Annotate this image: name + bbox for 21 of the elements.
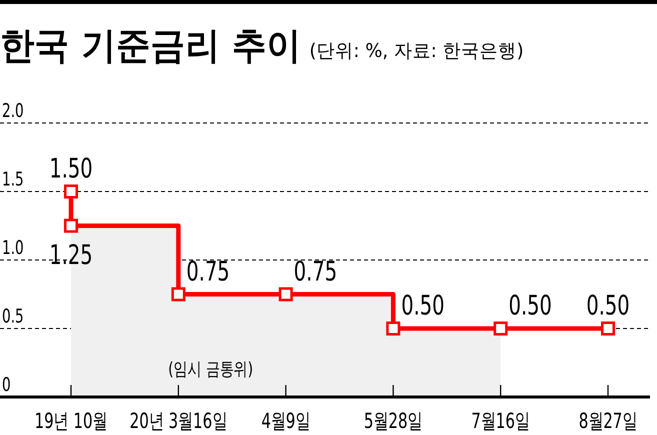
data-label: 1.25 [49, 238, 93, 271]
data-label: 0.50 [401, 289, 444, 322]
data-label: 0.75 [186, 255, 230, 288]
chart-subtitle: (단위: %, 자료: 한국은행) [309, 40, 524, 62]
y-tick-label: 2.0 [2, 100, 24, 122]
y-tick-label: 0 [2, 374, 11, 396]
y-tick-label: 1.5 [2, 168, 24, 190]
chart-title: 한국 기준금리 추이 [0, 24, 302, 68]
data-label: 1.50 [49, 152, 93, 184]
x-tick-label: 8월27일 [578, 410, 638, 434]
x-tick-label: 4월9일 [261, 410, 310, 434]
data-label: 0.50 [508, 289, 552, 322]
y-tick-label: 1.0 [2, 236, 24, 259]
y-tick-label: 0.5 [2, 305, 24, 328]
x-tick-label: 5월28일 [364, 410, 422, 434]
x-tick-label: 7월16일 [471, 410, 530, 434]
x-tick-label: 19년 10월 [34, 410, 108, 434]
annotation: (임시 금통위) [168, 358, 254, 380]
data-label: 0.50 [586, 289, 630, 322]
x-tick-label: 20년 3월16일 [130, 410, 228, 434]
data-label: 0.75 [294, 255, 338, 288]
